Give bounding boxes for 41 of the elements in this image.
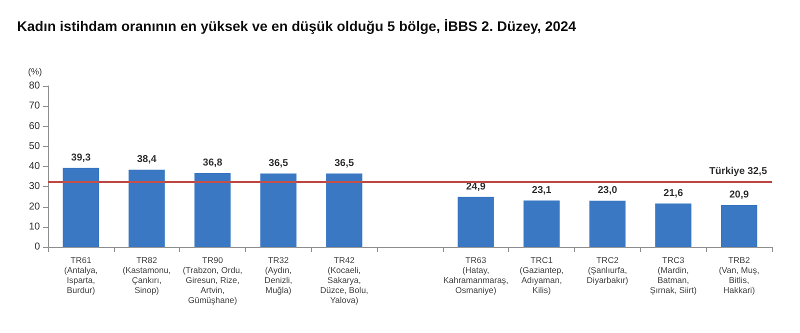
data-label: 38,4 xyxy=(136,154,157,166)
y-tick-label: 70 xyxy=(28,100,40,112)
y-tick-label: 80 xyxy=(28,80,40,92)
ref-line-label: Türkiye 32,5 xyxy=(709,166,768,178)
bar xyxy=(720,204,758,247)
y-tick-label: 40 xyxy=(28,161,40,172)
bar xyxy=(194,172,231,247)
data-label: 39,3 xyxy=(71,152,92,164)
data-label: 23,0 xyxy=(598,185,618,196)
x-tick-label: TRB2 (Van, Muş, Bitlis, Hakkari) xyxy=(718,255,760,295)
data-label: 21,6 xyxy=(664,188,684,200)
bar xyxy=(128,170,165,247)
data-label: 36,8 xyxy=(202,157,223,168)
x-tick-label: TR63 (Hatay, Kahramanmaraş, Osmaniye) xyxy=(443,255,508,295)
y-tick-label: 50 xyxy=(28,140,40,152)
data-label: 20,9 xyxy=(729,189,750,200)
y-tick-label: 10 xyxy=(28,221,40,232)
x-tick-label: TR61 (Antalya, Isparta, Burdur) xyxy=(64,255,98,295)
bar xyxy=(589,200,626,247)
data-label: 23,1 xyxy=(532,185,552,196)
x-tick-label: TR32 (Aydın, Denizli, Muğla) xyxy=(264,255,292,295)
y-axis-title: (%) xyxy=(28,66,42,76)
bar xyxy=(62,168,100,247)
x-tick-label: TR90 (Trabzon, Ordu, Giresun, Rize, Artvin, Gümüşhane) xyxy=(182,255,242,305)
y-tick-label: 20 xyxy=(28,201,40,212)
chart-title: Kadın istihdam oranının en yüksek ve en düşük olduğu 5 bölge, İBBS 2. Düzey, 2024 xyxy=(17,18,576,34)
bar xyxy=(524,200,560,247)
data-label: 36,5 xyxy=(334,158,354,170)
data-label: 36,5 xyxy=(268,158,289,170)
bar xyxy=(655,204,692,247)
x-tick-label: TR82 (Kastamonu, Çankırı, Sinop) xyxy=(122,255,171,295)
bar xyxy=(458,196,494,247)
y-tick-label: 60 xyxy=(28,120,40,132)
x-tick-label: TR42 (Kocaeli, Sakarya, Düzce, Bolu, Yalova) xyxy=(320,255,368,305)
y-tick-label: 0 xyxy=(34,242,40,252)
x-tick-label: TRC2 (Şanlıurfa, Diyarbakır) xyxy=(586,255,628,285)
x-tick-label: TRC3 (Mardin, Batman, Şırnak, Siirt) xyxy=(650,255,697,295)
bar xyxy=(260,174,296,247)
bar xyxy=(326,174,362,247)
y-tick-label: 30 xyxy=(28,181,40,192)
x-tick-label: TRC1 (Gaziantep, Adıyaman, Kilis) xyxy=(520,255,564,295)
